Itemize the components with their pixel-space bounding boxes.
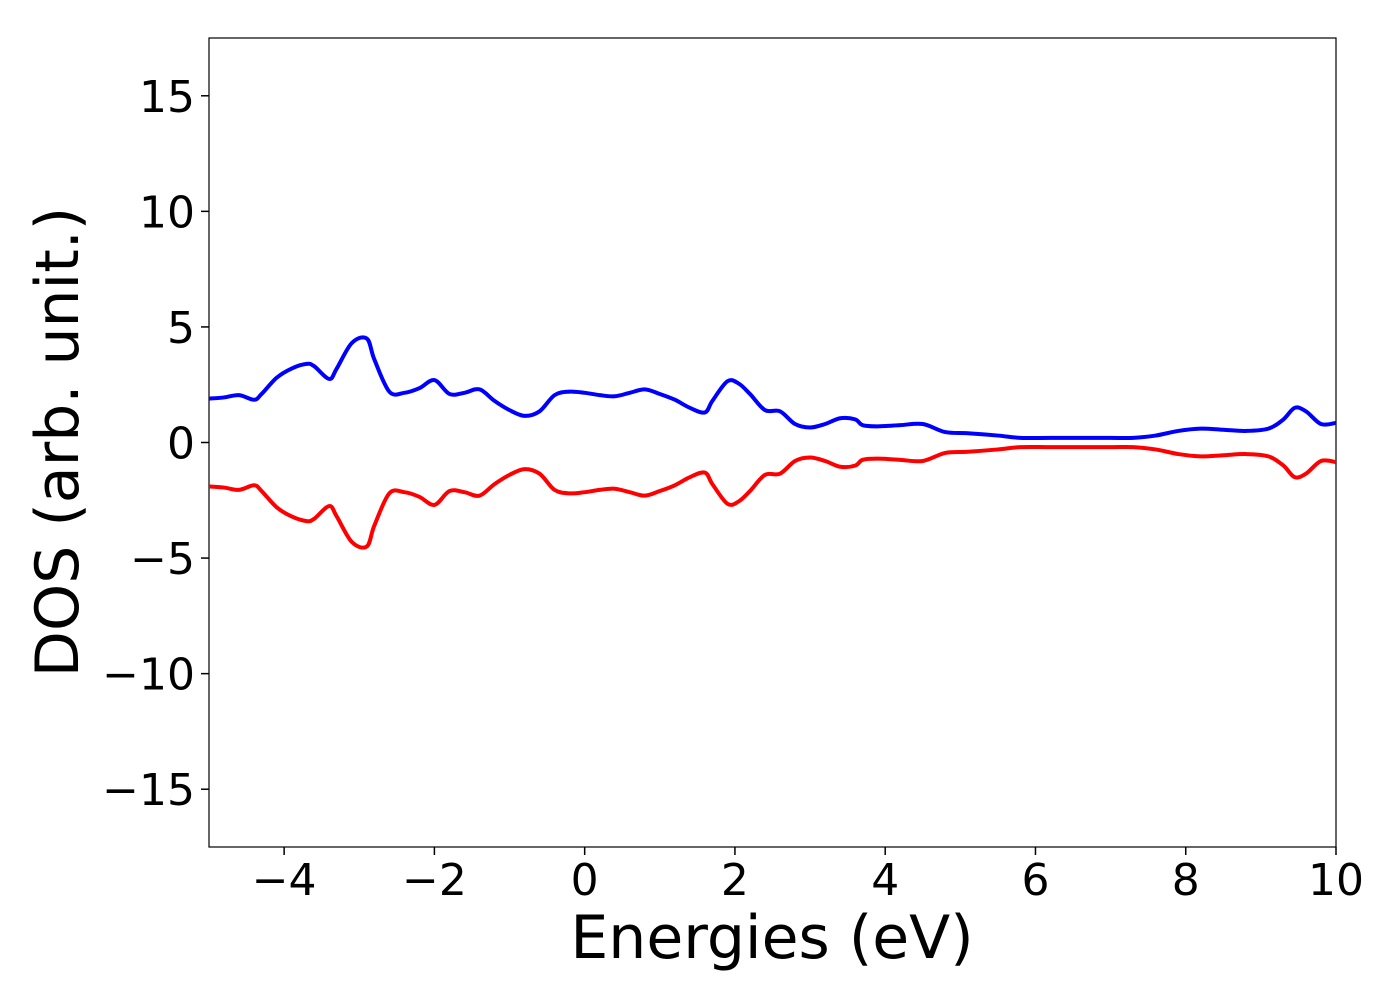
y-axis-label: DOS (arb. unit.) [23, 207, 93, 677]
y-tick-label: −10 [102, 650, 195, 701]
y-tick-label: −15 [102, 765, 195, 816]
x-tick-label: −4 [252, 855, 317, 906]
y-axis-ticks: −15 −10 −5 0 5 10 15 [102, 72, 209, 816]
series-lines [209, 335, 1336, 550]
x-tick-label: 10 [1308, 855, 1364, 906]
y-tick-label: 10 [139, 187, 195, 238]
plot-area [208, 37, 1337, 848]
y-tick-label: 15 [139, 72, 195, 123]
x-tick-label: 0 [571, 855, 599, 906]
x-tick-label: −2 [402, 855, 467, 906]
x-tick-label: 4 [871, 855, 899, 906]
x-tick-label: 8 [1172, 855, 1200, 906]
y-tick-label: 0 [167, 419, 195, 470]
x-tick-label: 6 [1021, 855, 1049, 906]
plot-frame [208, 37, 1337, 848]
x-tick-label: 2 [721, 855, 749, 906]
y-tick-label: 5 [167, 303, 195, 354]
y-tick-label: −5 [130, 534, 195, 585]
series-line-blue [209, 335, 1336, 441]
series-line-red [209, 444, 1336, 550]
x-axis-ticks: −4 −2 0 2 4 6 8 10 [252, 847, 1364, 906]
x-axis-label: Energies (eV) [570, 903, 973, 973]
